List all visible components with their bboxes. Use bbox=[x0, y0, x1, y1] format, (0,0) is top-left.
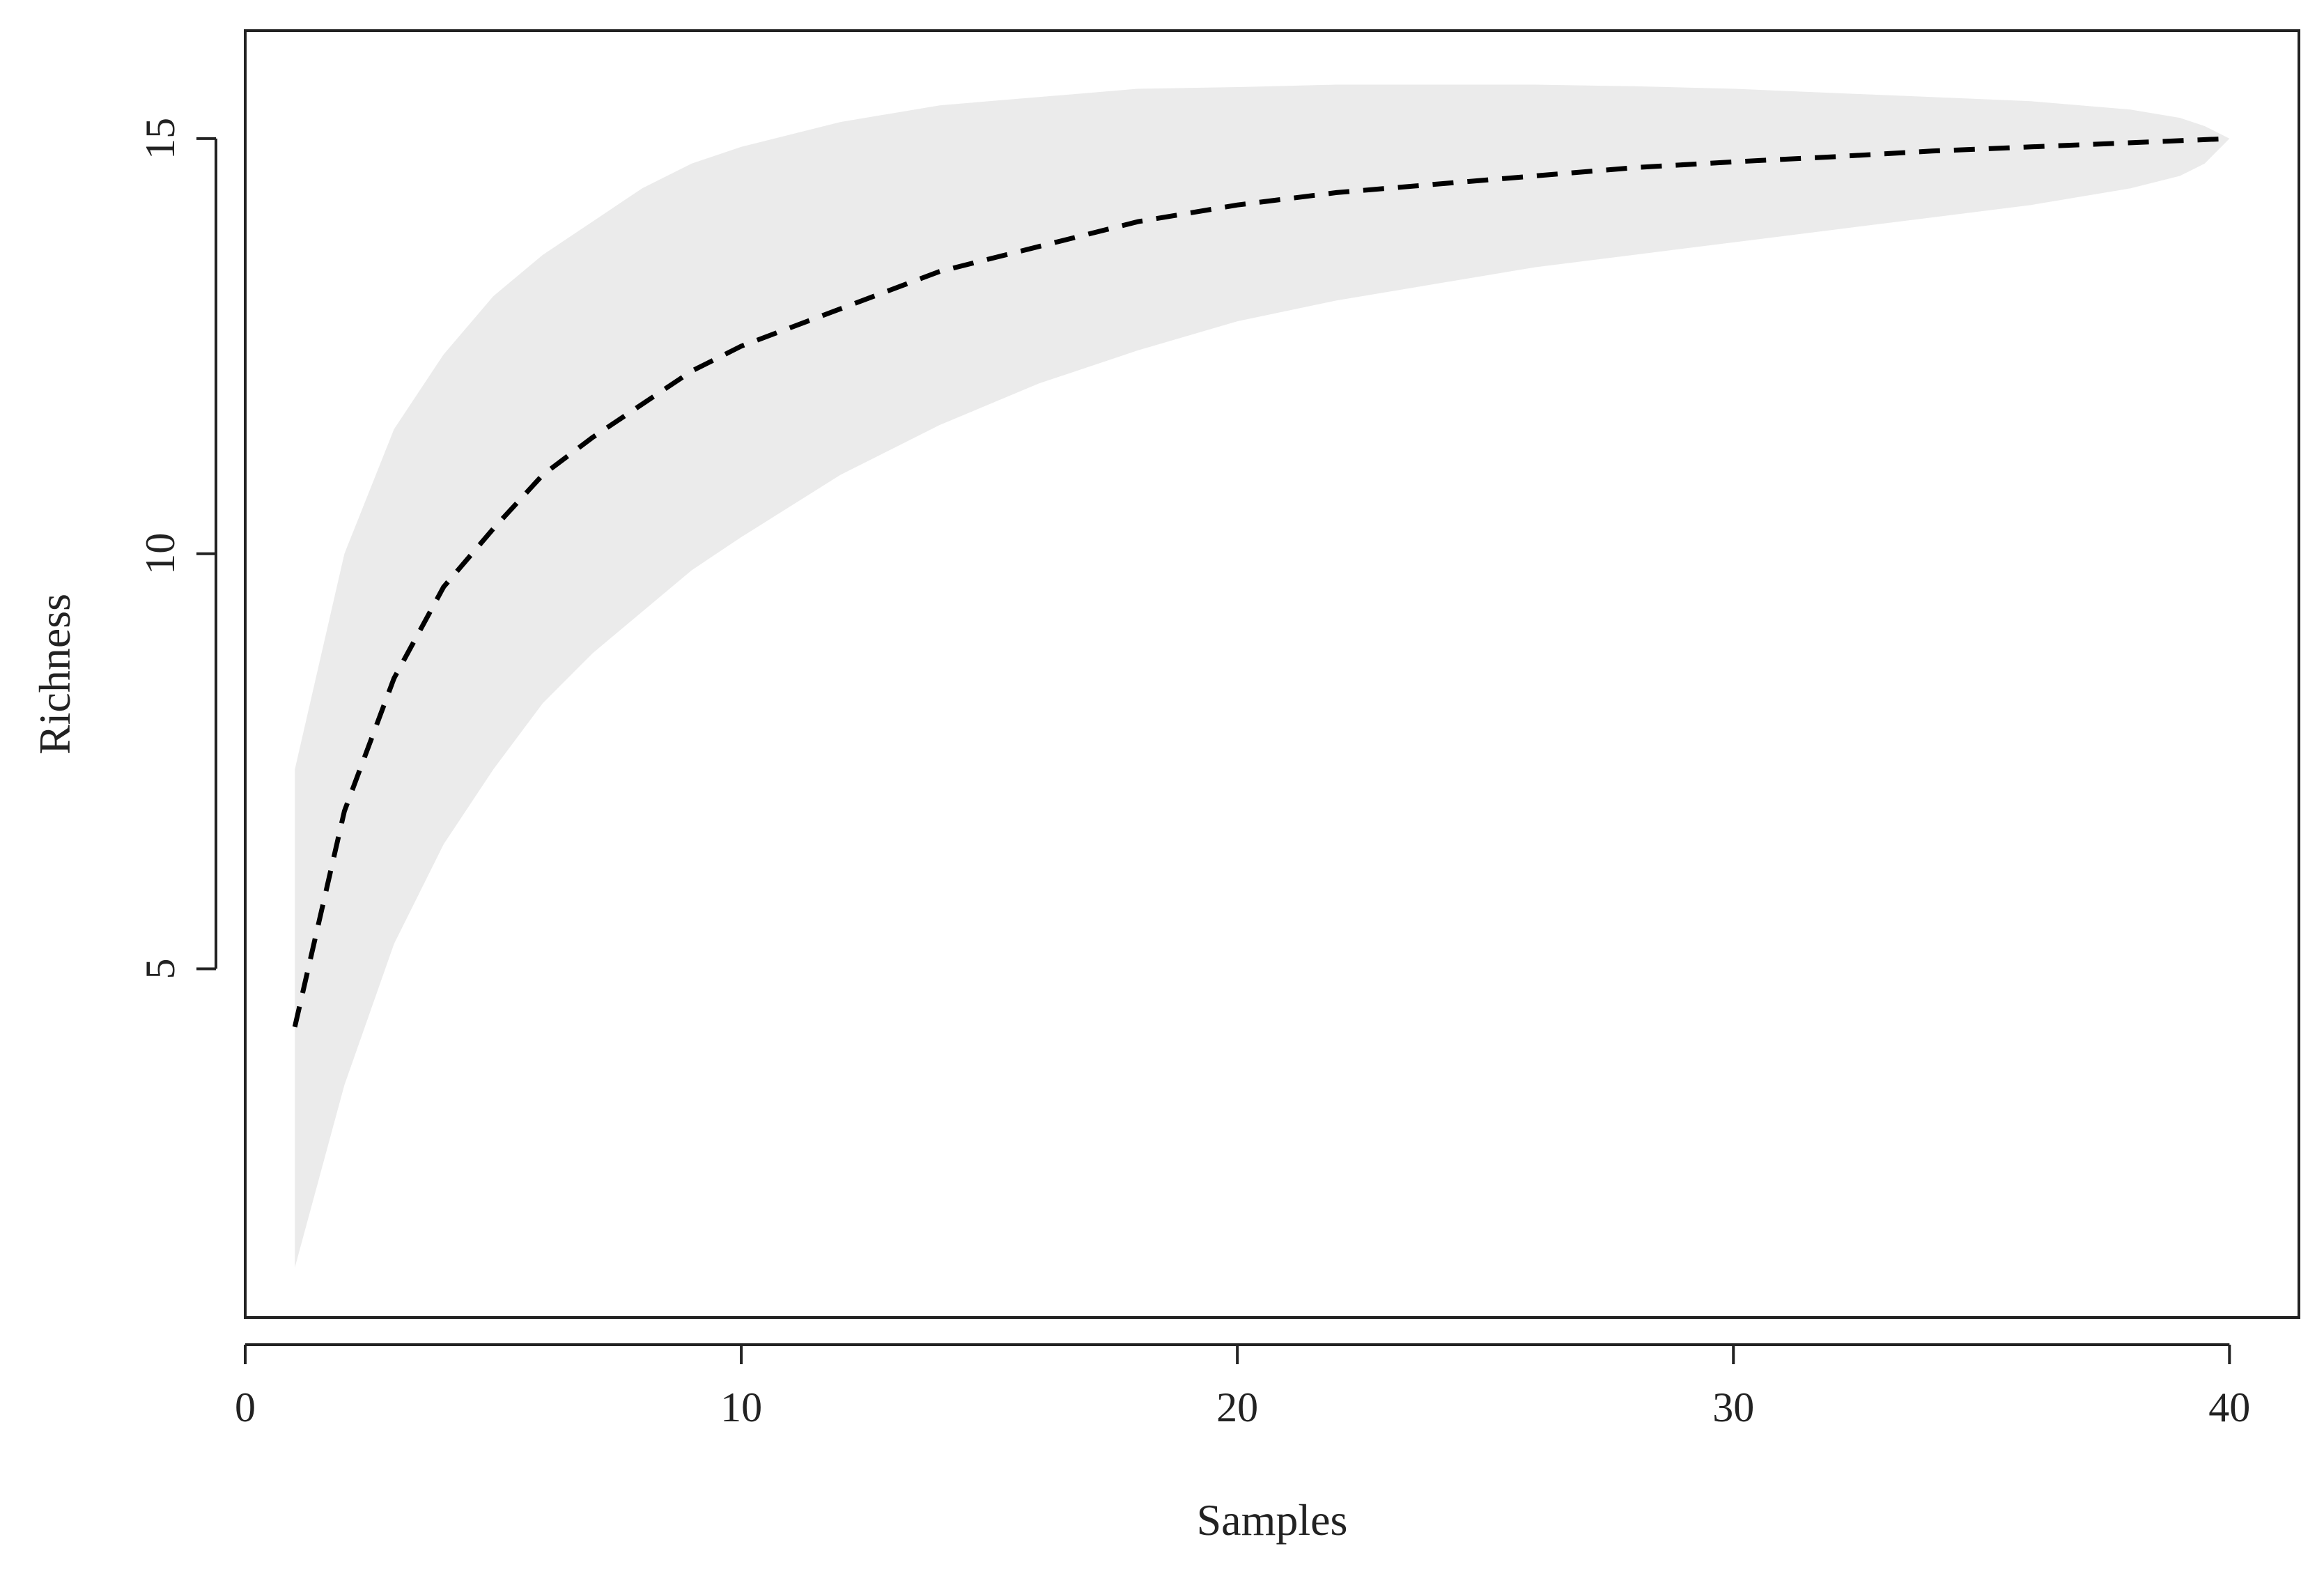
x-tick-label: 0 bbox=[235, 1384, 256, 1430]
y-tick-label: 15 bbox=[137, 118, 183, 160]
mean-richness-line bbox=[292, 136, 2230, 1028]
y-axis-label: Richness bbox=[30, 594, 79, 755]
plot-frame bbox=[244, 29, 2300, 1319]
x-tick-label: 30 bbox=[1712, 1384, 1754, 1430]
x-axis-label: Samples bbox=[1197, 1495, 1348, 1545]
axes-layer: 0 10 20 30 40 5 10 15 bbox=[137, 118, 2250, 1430]
y-tick-label: 5 bbox=[137, 959, 183, 980]
line-layer bbox=[292, 136, 2230, 1028]
y-tick-label: 10 bbox=[137, 533, 183, 575]
confidence-band bbox=[295, 84, 2230, 1268]
x-tick-label: 20 bbox=[1216, 1384, 1258, 1430]
band-layer bbox=[295, 84, 2230, 1268]
x-tick-label: 10 bbox=[720, 1384, 762, 1430]
x-tick-label: 40 bbox=[2208, 1384, 2250, 1430]
